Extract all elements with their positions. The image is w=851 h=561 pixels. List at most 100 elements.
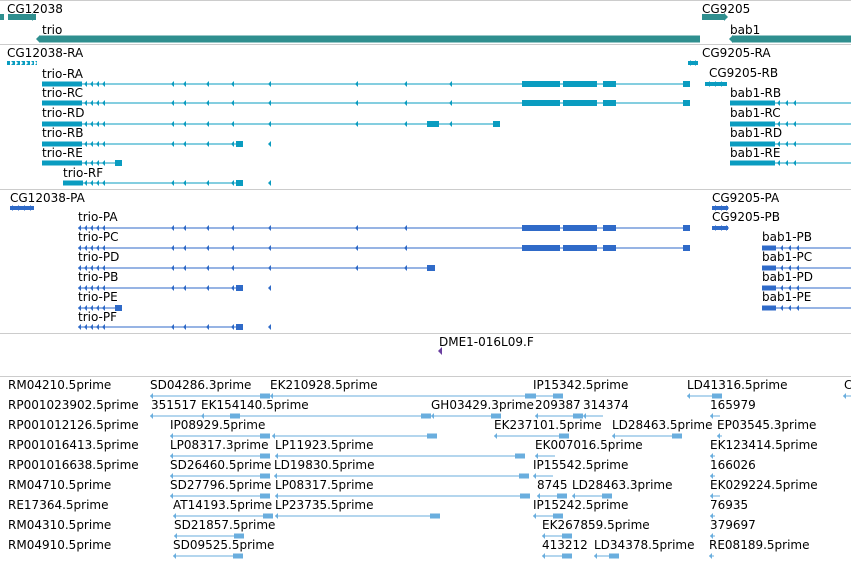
- est-label[interactable]: LD28463.5prime: [612, 418, 713, 432]
- protein-strand-arrow[interactable]: [78, 305, 81, 311]
- protein-strand-arrow[interactable]: [788, 265, 791, 271]
- transcript-exon[interactable]: [563, 81, 597, 87]
- transcript-strand-arrow[interactable]: [171, 100, 174, 106]
- transcript-strand-arrow[interactable]: [96, 100, 99, 106]
- est-label[interactable]: RE17364.5prime: [8, 498, 109, 512]
- transcript-glyph[interactable]: [20, 60, 23, 66]
- transcript-strand-arrow[interactable]: [404, 100, 407, 106]
- est-glyph[interactable]: [557, 493, 567, 499]
- protein-strand-arrow[interactable]: [90, 324, 93, 330]
- protein-strand-arrow[interactable]: [268, 245, 271, 251]
- transcript-exon[interactable]: [730, 141, 775, 147]
- protein-label[interactable]: CG9205-PB: [712, 210, 781, 224]
- gene-glyph-cg12038[interactable]: [0, 14, 4, 20]
- protein-strand-arrow[interactable]: [78, 265, 81, 271]
- transcript-exon[interactable]: [236, 141, 243, 147]
- protein-label[interactable]: trio-PA: [78, 210, 118, 224]
- transcript-strand-arrow[interactable]: [171, 81, 174, 87]
- est-label[interactable]: LP11923.5prime: [275, 438, 374, 452]
- transcript-strand-arrow[interactable]: [404, 121, 407, 127]
- protein-strand-arrow[interactable]: [268, 285, 271, 291]
- est-glyph[interactable]: [672, 433, 682, 439]
- protein-strand-arrow[interactable]: [788, 285, 791, 291]
- protein-strand-arrow[interactable]: [404, 225, 407, 231]
- transcript-strand-arrow[interactable]: [268, 81, 271, 87]
- est-glyph[interactable]: [174, 533, 177, 539]
- protein-strand-arrow[interactable]: [796, 265, 799, 271]
- est-glyph[interactable]: [150, 393, 153, 399]
- transcript-strand-arrow[interactable]: [102, 100, 105, 106]
- est-glyph[interactable]: [170, 473, 173, 479]
- est-glyph[interactable]: [542, 533, 545, 539]
- est-glyph[interactable]: [272, 433, 275, 439]
- transcript-strand-arrow[interactable]: [231, 180, 234, 186]
- est-label[interactable]: EP03545.3prime: [717, 418, 817, 432]
- protein-label[interactable]: trio-PF: [78, 310, 118, 324]
- gene-glyph-cg9205[interactable]: [724, 13, 728, 21]
- transcript-strand-arrow[interactable]: [84, 100, 87, 106]
- protein-segment[interactable]: [563, 225, 597, 231]
- est-glyph[interactable]: [573, 413, 583, 419]
- est-label[interactable]: SD09525.5prime: [173, 538, 275, 552]
- transcript-exon[interactable]: [730, 121, 775, 127]
- protein-strand-arrow[interactable]: [84, 305, 87, 311]
- protein-strand-arrow[interactable]: [96, 285, 99, 291]
- gene-glyph-bab1[interactable]: [729, 35, 733, 43]
- protein-strand-arrow[interactable]: [90, 225, 93, 231]
- gene-label[interactable]: trio: [42, 23, 63, 37]
- transcript-strand-arrow[interactable]: [449, 100, 452, 106]
- transcript-strand-arrow[interactable]: [355, 100, 358, 106]
- est-glyph[interactable]: [421, 413, 431, 419]
- protein-strand-arrow[interactable]: [780, 285, 783, 291]
- protein-segment[interactable]: [428, 265, 435, 271]
- transcript-strand-arrow[interactable]: [206, 180, 209, 186]
- est-label[interactable]: RP001016413.5prime: [8, 438, 139, 452]
- est-glyph[interactable]: [609, 553, 619, 559]
- gene-label[interactable]: CG12038: [7, 2, 63, 16]
- gene-glyph-cg9205[interactable]: [702, 14, 724, 20]
- est-label[interactable]: 8745: [537, 478, 568, 492]
- est-label[interactable]: EK237101.5prime: [494, 418, 602, 432]
- sts-glyph[interactable]: [438, 347, 442, 355]
- sts-label[interactable]: DME1-016L09.F: [439, 335, 534, 349]
- protein-strand-arrow[interactable]: [102, 324, 105, 330]
- est-glyph[interactable]: [260, 473, 270, 479]
- protein-segment[interactable]: [683, 245, 690, 251]
- protein-strand-arrow[interactable]: [268, 265, 271, 271]
- protein-segment[interactable]: [762, 305, 776, 311]
- protein-strand-arrow[interactable]: [96, 265, 99, 271]
- protein-strand-arrow[interactable]: [12, 205, 15, 211]
- transcript-strand-arrow[interactable]: [268, 100, 271, 106]
- est-glyph[interactable]: [717, 433, 720, 439]
- est-glyph[interactable]: [710, 453, 713, 459]
- transcript-exon[interactable]: [603, 100, 616, 106]
- protein-strand-arrow[interactable]: [788, 305, 791, 311]
- est-glyph[interactable]: [712, 393, 722, 399]
- protein-segment[interactable]: [762, 265, 776, 271]
- est-glyph[interactable]: [170, 433, 173, 439]
- protein-label[interactable]: trio-PC: [78, 230, 119, 244]
- transcript-exon[interactable]: [42, 141, 82, 147]
- est-label[interactable]: RP001016638.5prime: [8, 458, 139, 472]
- est-glyph[interactable]: [537, 493, 540, 499]
- transcript-strand-arrow[interactable]: [90, 121, 93, 127]
- protein-segment[interactable]: [762, 245, 776, 251]
- est-label[interactable]: 166026: [710, 458, 756, 472]
- transcript-strand-arrow[interactable]: [171, 141, 174, 147]
- est-label[interactable]: C: [844, 378, 851, 392]
- est-glyph[interactable]: [150, 413, 153, 419]
- est-label[interactable]: SD04286.3prime: [150, 378, 252, 392]
- est-glyph[interactable]: [583, 413, 586, 419]
- est-glyph[interactable]: [553, 513, 563, 519]
- protein-strand-arrow[interactable]: [90, 265, 93, 271]
- transcript-label[interactable]: bab1-RC: [730, 106, 781, 120]
- est-label[interactable]: RP001023902.5prime: [8, 398, 139, 412]
- protein-segment[interactable]: [236, 285, 243, 291]
- est-label[interactable]: LP08317.5prime: [275, 478, 374, 492]
- est-glyph[interactable]: [520, 493, 530, 499]
- est-glyph[interactable]: [260, 393, 270, 399]
- protein-label[interactable]: trio-PE: [78, 290, 118, 304]
- est-label[interactable]: 76935: [710, 498, 749, 512]
- transcript-strand-arrow[interactable]: [90, 180, 93, 186]
- transcript-exon[interactable]: [42, 100, 82, 106]
